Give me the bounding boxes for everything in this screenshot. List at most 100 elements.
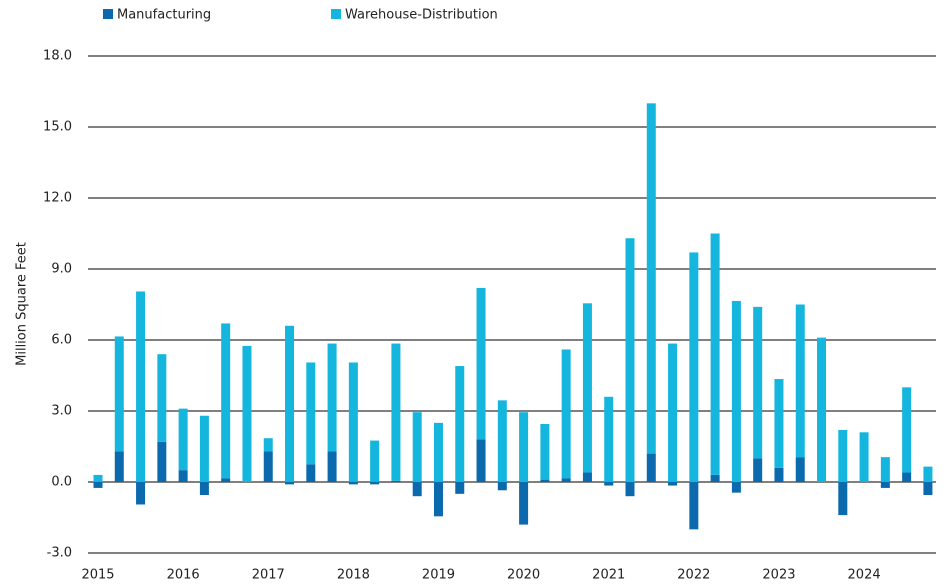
y-tick-label: 18.0 bbox=[43, 49, 72, 64]
y-tick-label: 12.0 bbox=[43, 191, 72, 206]
bar-segment bbox=[370, 482, 380, 485]
bar-segment bbox=[178, 408, 188, 471]
bar-segment bbox=[263, 438, 273, 452]
x-tick-label: 2020 bbox=[507, 568, 540, 583]
bar-segment bbox=[625, 238, 635, 482]
bar-segment bbox=[178, 470, 188, 482]
y-tick-label: 9.0 bbox=[51, 262, 72, 277]
bar-segment bbox=[817, 337, 827, 482]
bar-segment bbox=[242, 345, 252, 482]
x-tick-label: 2018 bbox=[337, 568, 370, 583]
x-tick-label: 2021 bbox=[592, 568, 625, 583]
bar-segment bbox=[221, 478, 231, 482]
bar-segment bbox=[157, 441, 167, 482]
bar-segment bbox=[902, 387, 912, 473]
bar-segment bbox=[412, 412, 422, 482]
x-tick-label: 2024 bbox=[848, 568, 881, 583]
bar-segment bbox=[327, 343, 337, 452]
bar-segment bbox=[561, 478, 571, 482]
bar-segment bbox=[348, 482, 358, 485]
bar-segment bbox=[285, 482, 295, 485]
bar-segment bbox=[795, 457, 805, 482]
bar-segment bbox=[795, 304, 805, 458]
bar-segment bbox=[582, 303, 592, 473]
bar-segment bbox=[923, 466, 933, 482]
bar-segment bbox=[859, 432, 869, 482]
x-tick-label: 2017 bbox=[252, 568, 285, 583]
y-tick-label: -3.0 bbox=[47, 546, 72, 561]
bar-segment bbox=[604, 482, 614, 486]
bar-segment bbox=[646, 453, 656, 482]
bar-segment bbox=[93, 474, 103, 482]
bar-segment bbox=[880, 457, 890, 482]
bar-segment bbox=[285, 325, 295, 482]
bar-segment bbox=[774, 379, 784, 468]
bar-segment bbox=[880, 482, 890, 488]
bar-segment bbox=[902, 472, 912, 482]
bar-segment bbox=[540, 479, 550, 482]
bar-segment bbox=[455, 482, 465, 494]
bar-segment bbox=[519, 412, 529, 482]
bar-segment bbox=[731, 482, 741, 493]
bar-segment bbox=[710, 474, 720, 482]
bar-segment bbox=[540, 424, 550, 480]
bar-segment bbox=[370, 440, 380, 482]
bar-segment bbox=[391, 343, 401, 481]
bar-segment bbox=[604, 396, 614, 482]
bar-segment bbox=[753, 458, 763, 482]
y-tick-label: 3.0 bbox=[51, 404, 72, 419]
legend-swatch bbox=[103, 9, 113, 19]
bar-segment bbox=[668, 482, 678, 486]
bar-segment bbox=[433, 482, 443, 517]
bar-segment bbox=[306, 464, 316, 482]
bar-segment bbox=[476, 287, 486, 440]
bar-segment bbox=[348, 362, 358, 482]
legend-label: Warehouse-Distribution bbox=[345, 8, 498, 23]
bar-segment bbox=[263, 451, 273, 482]
y-tick-label: 15.0 bbox=[43, 120, 72, 135]
bar-segment bbox=[327, 451, 337, 482]
legend-swatch bbox=[331, 9, 341, 19]
bar-segment bbox=[731, 300, 741, 482]
bar-segment bbox=[93, 482, 103, 488]
bar-segment bbox=[710, 233, 720, 475]
x-tick-label: 2022 bbox=[677, 568, 710, 583]
x-tick-label: 2015 bbox=[81, 568, 114, 583]
bar-segment bbox=[114, 451, 124, 482]
y-axis-label: Million Square Feet bbox=[15, 242, 30, 366]
bar-segment bbox=[582, 472, 592, 482]
bar-segment bbox=[668, 343, 678, 482]
bar-segment bbox=[157, 354, 167, 442]
y-tick-label: 0.0 bbox=[51, 475, 72, 490]
x-tick-label: 2019 bbox=[422, 568, 455, 583]
bar-segment bbox=[689, 252, 699, 482]
bar-segment bbox=[455, 366, 465, 482]
bar-segment bbox=[497, 482, 507, 491]
bar-segment bbox=[774, 467, 784, 482]
bar-segment bbox=[497, 400, 507, 482]
bar-segment bbox=[136, 291, 146, 482]
legend-label: Manufacturing bbox=[117, 8, 211, 23]
bar-segment bbox=[646, 103, 656, 454]
bar-segment bbox=[561, 349, 571, 479]
x-tick-label: 2023 bbox=[762, 568, 795, 583]
bar-segment bbox=[114, 336, 124, 452]
bar-segment bbox=[753, 306, 763, 459]
bar-segment bbox=[412, 482, 422, 497]
bar-segment bbox=[136, 482, 146, 505]
bar-segment bbox=[221, 323, 231, 479]
bar-segment bbox=[199, 415, 209, 482]
bar-segment bbox=[391, 480, 401, 482]
bar-segment bbox=[689, 482, 699, 530]
bar-segment bbox=[519, 482, 529, 525]
bar-segment bbox=[625, 482, 635, 497]
bar-segment bbox=[838, 482, 848, 516]
bar-segment bbox=[306, 362, 316, 465]
bar-segment bbox=[923, 482, 933, 496]
bar-segment bbox=[433, 422, 443, 482]
bar-segment bbox=[476, 439, 486, 482]
bar-segment bbox=[199, 482, 209, 496]
y-tick-label: 6.0 bbox=[51, 333, 72, 348]
x-tick-label: 2016 bbox=[167, 568, 200, 583]
